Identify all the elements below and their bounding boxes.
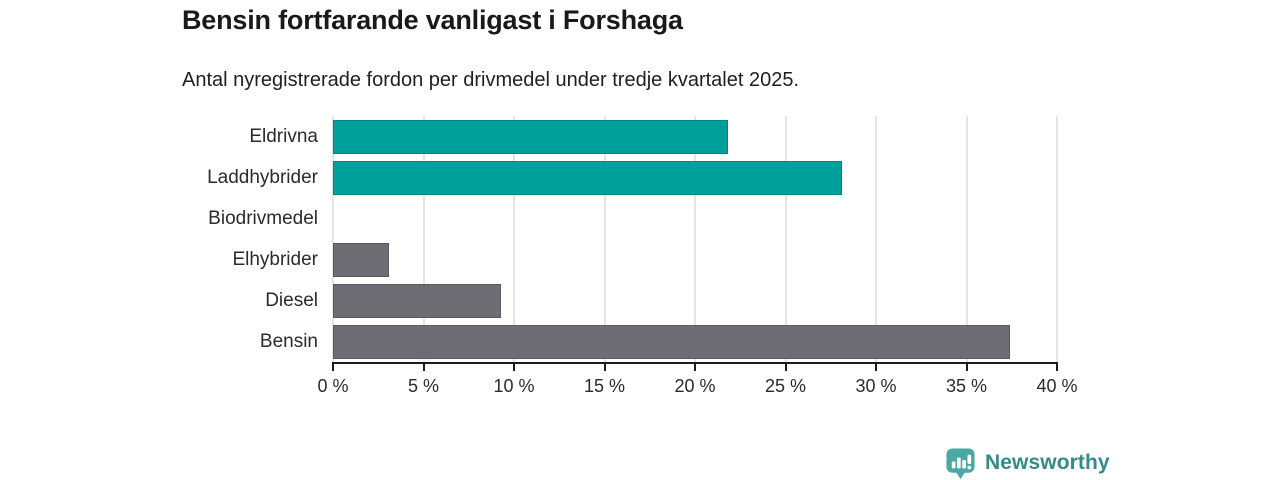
x-tick-mark	[332, 364, 334, 371]
bar-laddhybrider	[333, 160, 842, 195]
gridline	[1056, 116, 1058, 363]
bar-elhybrider	[333, 243, 390, 278]
category-label: Bensin	[259, 331, 318, 353]
x-tick-label: 10 %	[493, 376, 535, 396]
category-label: Laddhybrider	[207, 166, 318, 188]
x-tick-label: 20 %	[674, 376, 716, 396]
bar-diesel	[333, 284, 502, 319]
x-tick-label: 40 %	[1036, 376, 1078, 396]
gridline	[603, 116, 606, 363]
x-tick-mark	[513, 364, 515, 371]
x-tick-mark	[603, 364, 606, 371]
x-tick-mark	[1056, 364, 1058, 371]
category-label: Elhybrider	[232, 249, 318, 271]
newsworthy-logo: Newsworthy	[945, 446, 1110, 480]
bar-eldrivna	[333, 119, 728, 154]
chart-title: Bensin fortfarande vanligast i Forshaga	[182, 5, 683, 35]
plot-area: Eldrivna Laddhybrider Biodrivmedel Elhybrid…	[207, 116, 1078, 396]
chart-subtitle: Antal nyregistrerade fordon per drivmede…	[182, 69, 800, 91]
gridline	[965, 116, 968, 363]
x-tick-label: 25 %	[764, 376, 807, 396]
gridline	[875, 116, 877, 363]
x-tick-label: 30 %	[855, 376, 897, 396]
x-tick-label: 35 %	[945, 376, 988, 396]
x-tick-mark	[784, 364, 787, 371]
gridline	[694, 116, 696, 363]
newsworthy-logo-icon	[946, 448, 975, 479]
x-tick-label: 15 %	[583, 376, 626, 396]
x-tick-mark	[965, 364, 968, 371]
x-axis-line	[332, 362, 1058, 364]
x-tick-mark	[694, 364, 696, 371]
category-label: Diesel	[265, 290, 318, 312]
gridline	[332, 116, 334, 363]
x-tick-label: 0 %	[317, 376, 349, 396]
bar-bensin	[333, 325, 1010, 360]
x-tick-label: 5 %	[407, 376, 440, 396]
category-label: Biodrivmedel	[208, 207, 318, 229]
gridline	[422, 116, 425, 363]
category-label: Eldrivna	[249, 125, 318, 147]
x-tick-mark	[422, 364, 425, 371]
x-tick-mark	[875, 364, 877, 371]
gridline	[784, 116, 787, 363]
gridline	[513, 116, 515, 363]
newsworthy-logo-text: Newsworthy	[985, 451, 1110, 474]
